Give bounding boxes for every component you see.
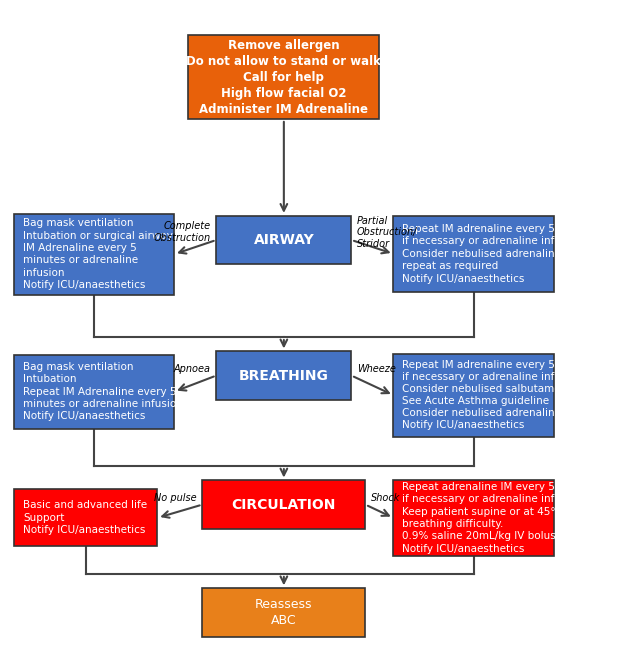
FancyBboxPatch shape bbox=[217, 352, 351, 400]
Text: Repeat IM adrenaline every 5 minutes
if necessary or adrenaline infusion
Conside: Repeat IM adrenaline every 5 minutes if … bbox=[403, 224, 601, 284]
Text: Remove allergen
Do not allow to stand or walk
Call for help
High flow facial O2
: Remove allergen Do not allow to stand or… bbox=[187, 38, 381, 115]
Text: Notify ICU/anaesthetics: Notify ICU/anaesthetics bbox=[403, 421, 525, 430]
FancyBboxPatch shape bbox=[394, 480, 553, 556]
Text: Basic and advanced life
Support
Notify ICU/anaesthetics: Basic and advanced life Support Notify I… bbox=[23, 501, 147, 535]
Text: Consider nebulised salbutamol: Consider nebulised salbutamol bbox=[403, 384, 564, 395]
FancyBboxPatch shape bbox=[217, 215, 351, 264]
Text: Reassess
ABC: Reassess ABC bbox=[255, 598, 312, 627]
FancyBboxPatch shape bbox=[394, 354, 553, 437]
Text: See Acute Asthma guideline: See Acute Asthma guideline bbox=[403, 396, 550, 406]
Text: CIRCULATION: CIRCULATION bbox=[232, 497, 336, 512]
Text: No pulse: No pulse bbox=[154, 493, 197, 503]
Text: AIRWAY: AIRWAY bbox=[254, 233, 314, 247]
Text: Bag mask ventilation
Intubation
Repeat IM Adrenaline every 5
minutes or adrenali: Bag mask ventilation Intubation Repeat I… bbox=[23, 362, 183, 421]
Text: Apnoea: Apnoea bbox=[174, 364, 211, 374]
Text: Bag mask ventilation
Intubation or surgical airway
IM Adrenaline every 5
minutes: Bag mask ventilation Intubation or surgi… bbox=[23, 218, 173, 290]
FancyBboxPatch shape bbox=[188, 35, 379, 119]
Text: Shock: Shock bbox=[371, 493, 401, 503]
FancyBboxPatch shape bbox=[14, 214, 174, 294]
Text: Complete
Obstruction: Complete Obstruction bbox=[153, 221, 211, 243]
Text: if necessary or adrenaline infusion: if necessary or adrenaline infusion bbox=[403, 372, 583, 382]
Text: Repeat IM adrenaline every 5 minutes: Repeat IM adrenaline every 5 minutes bbox=[403, 360, 601, 370]
Text: Consider nebulised adrenaline: Consider nebulised adrenaline bbox=[403, 408, 562, 419]
FancyBboxPatch shape bbox=[202, 589, 366, 637]
Text: Partial
Obstruction/
Stridor: Partial Obstruction/ Stridor bbox=[357, 215, 418, 249]
FancyBboxPatch shape bbox=[202, 480, 366, 529]
FancyBboxPatch shape bbox=[14, 355, 174, 429]
FancyBboxPatch shape bbox=[394, 215, 553, 292]
Text: BREATHING: BREATHING bbox=[239, 368, 329, 383]
Text: Wheeze: Wheeze bbox=[357, 364, 396, 374]
Text: Repeat adrenaline IM every 5 minutes
if necessary or adrenaline infusion
Keep pa: Repeat adrenaline IM every 5 minutes if … bbox=[403, 482, 601, 554]
FancyBboxPatch shape bbox=[14, 490, 157, 546]
